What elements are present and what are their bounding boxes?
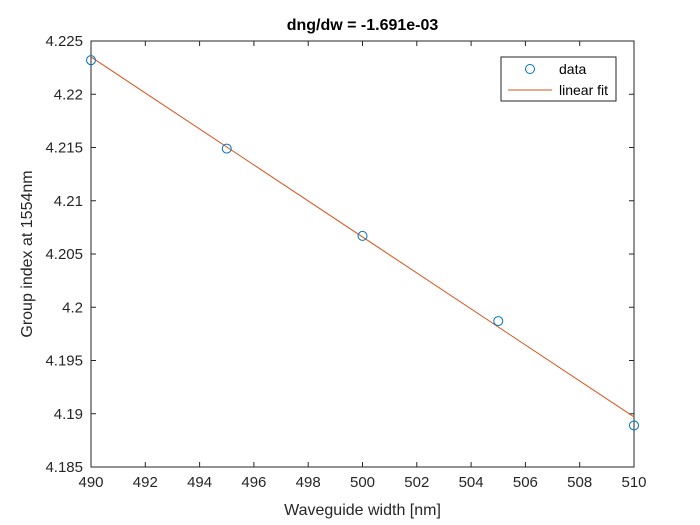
- y-tick-label: 4.19: [54, 406, 83, 423]
- data-point: [86, 55, 96, 66]
- x-tick-label: 494: [187, 474, 212, 491]
- x-axis-label: Waveguide width [nm]: [284, 502, 441, 519]
- y-tick-label: 4.2: [62, 299, 83, 316]
- series-layer: [86, 55, 639, 431]
- legend-label: data: [559, 61, 586, 77]
- x-tick-label: 508: [567, 474, 592, 491]
- y-tick-label: 4.21: [54, 193, 83, 210]
- plot-area: [90, 40, 635, 468]
- legend-marker-data: [525, 64, 535, 74]
- x-tick-label: 500: [350, 474, 375, 491]
- x-tick-label: 506: [513, 474, 538, 491]
- x-tick-label: 496: [241, 474, 266, 491]
- y-tick-label: 4.185: [45, 459, 83, 476]
- x-tick-label: 502: [404, 474, 429, 491]
- series-line-linear-fit: [90, 56, 635, 418]
- data-point: [493, 316, 504, 327]
- x-tick-label: 504: [459, 474, 484, 491]
- legend-label: linear fit: [559, 82, 608, 98]
- legend-box: [500, 56, 617, 102]
- y-tick-label: 4.215: [45, 140, 83, 157]
- x-tick-label: 490: [78, 474, 103, 491]
- data-point: [629, 420, 639, 431]
- chart-title: dng/dw = -1.691e-03: [287, 17, 439, 34]
- y-tick-label: 4.205: [45, 246, 83, 263]
- data-point: [357, 230, 368, 241]
- axis-ticks: 490 492 494 496 498 500 502 504 506 508 510 4.185 4.…: [45, 33, 646, 491]
- y-tick-label: 4.22: [54, 86, 83, 103]
- y-tick-label: 4.225: [45, 33, 83, 50]
- data-point: [221, 143, 232, 154]
- y-axis-label: Group index at 1554nm: [19, 170, 36, 337]
- x-tick-label: 492: [133, 474, 158, 491]
- x-tick-label: 498: [296, 474, 321, 491]
- x-tick-label: 510: [621, 474, 646, 491]
- y-tick-label: 4.195: [45, 353, 83, 370]
- legend: data linear fit: [500, 56, 617, 102]
